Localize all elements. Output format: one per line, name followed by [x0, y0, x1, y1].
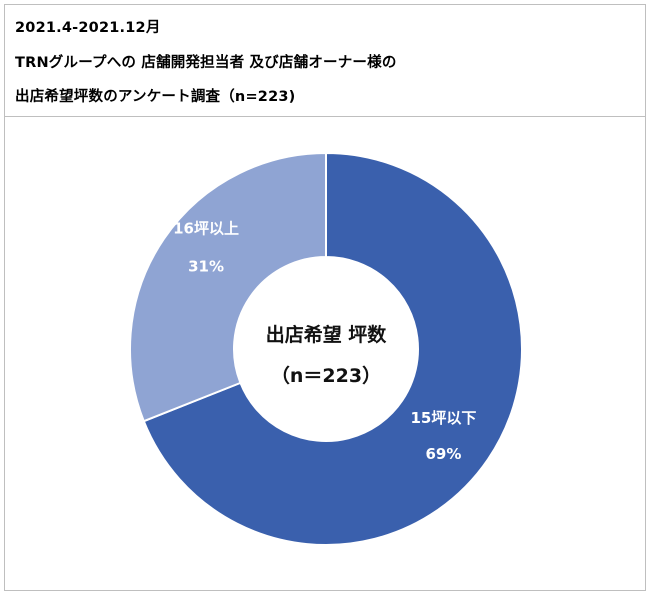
slice-label-1: 15坪以下	[411, 409, 477, 427]
chart-header: 2021.4-2021.12月 TRNグループへの 店舗開発担当者 及び店舗オー…	[5, 5, 645, 117]
donut-slice-2	[129, 151, 327, 423]
chart-period: 2021.4-2021.12月	[15, 20, 161, 36]
donut-labels: 15坪以下 69% 16坪以上 31%	[173, 219, 476, 462]
donut-slice-1	[142, 151, 523, 546]
slice-value-label-1: 69%	[425, 445, 461, 463]
chart-title-line-2: 出店希望坪数のアンケート調査（n=223)	[15, 89, 296, 105]
chart-frame: 2021.4-2021.12月 TRNグループへの 店舗開発担当者 及び店舗オー…	[4, 4, 646, 591]
center-label-count: （n＝223）	[271, 364, 381, 387]
slice-label-2: 16坪以上	[173, 219, 239, 237]
chart-title-line-1: TRNグループへの 店舗開発担当者 及び店舗オーナー様の	[15, 55, 397, 71]
donut-slices	[129, 151, 523, 546]
slice-value-label-2: 31%	[188, 257, 224, 275]
center-label-title: 出店希望 坪数	[266, 323, 388, 346]
